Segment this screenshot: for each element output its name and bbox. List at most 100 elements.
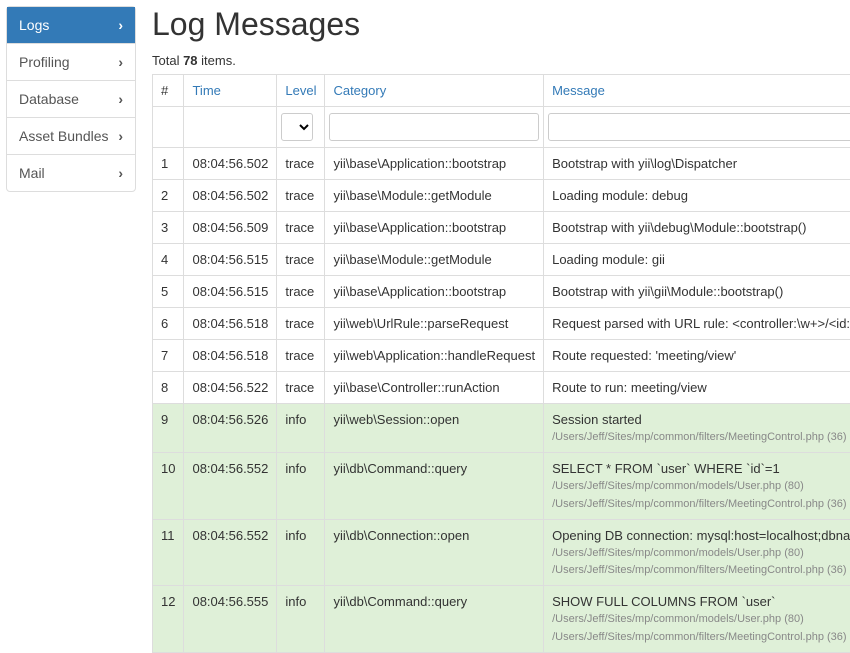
message-text: Bootstrap with yii\log\Dispatcher <box>552 156 850 171</box>
table-row: 1108:04:56.552infoyii\db\Connection::ope… <box>153 519 850 586</box>
cell-message: Loading module: gii <box>544 244 850 276</box>
cell-index: 1 <box>153 148 184 180</box>
message-text: Route to run: meeting/view <box>552 380 850 395</box>
filter-index-cell <box>153 107 184 148</box>
cell-category: yii\db\Command::query <box>325 453 544 520</box>
message-text: SHOW FULL COLUMNS FROM `user` <box>552 594 850 609</box>
chevron-right-icon: › <box>118 54 123 70</box>
cell-index: 3 <box>153 212 184 244</box>
table-row: 908:04:56.526infoyii\web\Session::openSe… <box>153 404 850 453</box>
filter-message-input[interactable] <box>548 113 850 141</box>
cell-message: SELECT * FROM `user` WHERE `id`=1/Users/… <box>544 453 850 520</box>
chevron-right-icon: › <box>118 128 123 144</box>
table-row: 308:04:56.509traceyii\base\Application::… <box>153 212 850 244</box>
cell-level: trace <box>277 340 325 372</box>
cell-message: Bootstrap with yii\log\Dispatcher <box>544 148 850 180</box>
cell-level: trace <box>277 212 325 244</box>
cell-message: SHOW FULL COLUMNS FROM `user` /Users/Jeff… <box>544 586 850 653</box>
cell-level: info <box>277 586 325 653</box>
table-row: 1008:04:56.552infoyii\db\Command::queryS… <box>153 453 850 520</box>
message-text: Loading module: gii <box>552 252 850 267</box>
cell-time: 08:04:56.502 <box>184 180 277 212</box>
message-text: Request parsed with URL rule: <controlle… <box>552 316 850 331</box>
page-title: Log Messages <box>152 6 850 43</box>
sidebar-item-label: Logs <box>19 17 49 33</box>
message-trace-line: /Users/Jeff/Sites/mp/common/models/User.… <box>552 479 850 493</box>
cell-time: 08:04:56.555 <box>184 586 277 653</box>
message-trace-line: /Users/Jeff/Sites/mp/common/models/User.… <box>552 612 850 626</box>
filter-time-cell <box>184 107 277 148</box>
cell-index: 4 <box>153 244 184 276</box>
total-count: 78 <box>183 53 197 68</box>
sidebar-item-logs[interactable]: Logs› <box>7 7 135 44</box>
cell-category: yii\base\Application::bootstrap <box>325 276 544 308</box>
chevron-right-icon: › <box>118 165 123 181</box>
message-text: Bootstrap with yii\debug\Module::bootstr… <box>552 220 850 235</box>
filter-category-input[interactable] <box>329 113 539 141</box>
filter-row <box>153 107 850 148</box>
cell-time: 08:04:56.502 <box>184 148 277 180</box>
cell-time: 08:04:56.518 <box>184 340 277 372</box>
table-row: 708:04:56.518traceyii\web\Application::h… <box>153 340 850 372</box>
col-header-message[interactable]: Message <box>544 75 850 107</box>
log-table-body: 108:04:56.502traceyii\base\Application::… <box>153 148 850 653</box>
table-row: 508:04:56.515traceyii\base\Application::… <box>153 276 850 308</box>
total-prefix: Total <box>152 53 183 68</box>
col-header-time[interactable]: Time <box>184 75 277 107</box>
table-row: 608:04:56.518traceyii\web\UrlRule::parse… <box>153 308 850 340</box>
message-trace-line: /Users/Jeff/Sites/mp/common/filters/Meet… <box>552 563 850 577</box>
message-trace-line: /Users/Jeff/Sites/mp/common/filters/Meet… <box>552 630 850 644</box>
sidebar-item-profiling[interactable]: Profiling › <box>7 44 135 81</box>
message-text: Route requested: 'meeting/view' <box>552 348 850 363</box>
cell-time: 08:04:56.552 <box>184 453 277 520</box>
message-text: Opening DB connection: mysql:host=localh… <box>552 528 850 543</box>
cell-message: Bootstrap with yii\debug\Module::bootstr… <box>544 212 850 244</box>
table-row: 108:04:56.502traceyii\base\Application::… <box>153 148 850 180</box>
cell-message: Bootstrap with yii\gii\Module::bootstrap… <box>544 276 850 308</box>
col-header-index: # <box>153 75 184 107</box>
cell-time: 08:04:56.509 <box>184 212 277 244</box>
cell-category: yii\base\Controller::runAction <box>325 372 544 404</box>
cell-index: 10 <box>153 453 184 520</box>
filter-level-cell <box>277 107 325 148</box>
table-row: 808:04:56.522traceyii\base\Controller::r… <box>153 372 850 404</box>
table-row: 1208:04:56.555infoyii\db\Command::queryS… <box>153 586 850 653</box>
cell-time: 08:04:56.515 <box>184 276 277 308</box>
sidebar-item-label: Profiling <box>19 54 70 70</box>
cell-category: yii\db\Command::query <box>325 586 544 653</box>
col-header-level[interactable]: Level <box>277 75 325 107</box>
cell-level: info <box>277 404 325 453</box>
col-header-category[interactable]: Category <box>325 75 544 107</box>
filter-level-select[interactable] <box>281 113 313 141</box>
cell-index: 2 <box>153 180 184 212</box>
table-header-row: # Time Level Category Message <box>153 75 850 107</box>
cell-category: yii\base\Application::bootstrap <box>325 212 544 244</box>
cell-category: yii\base\Application::bootstrap <box>325 148 544 180</box>
message-trace-line: /Users/Jeff/Sites/mp/common/filters/Meet… <box>552 430 850 444</box>
cell-message: Route requested: 'meeting/view' <box>544 340 850 372</box>
message-text: SELECT * FROM `user` WHERE `id`=1 <box>552 461 850 476</box>
filter-category-cell <box>325 107 544 148</box>
sidebar-item-asset-bundles[interactable]: Asset Bundles› <box>7 118 135 155</box>
cell-category: yii\web\Application::handleRequest <box>325 340 544 372</box>
cell-message: Opening DB connection: mysql:host=localh… <box>544 519 850 586</box>
sidebar: Logs›Profiling›Database›Asset Bundles›Ma… <box>6 6 136 192</box>
cell-time: 08:04:56.526 <box>184 404 277 453</box>
cell-category: yii\base\Module::getModule <box>325 244 544 276</box>
chevron-right-icon: › <box>118 91 123 107</box>
sidebar-item-mail[interactable]: Mail › <box>7 155 135 191</box>
sidebar-item-database[interactable]: Database › <box>7 81 135 118</box>
sidebar-item-label: Database <box>19 91 79 107</box>
cell-index: 7 <box>153 340 184 372</box>
cell-level: trace <box>277 244 325 276</box>
cell-message: Session started/Users/Jeff/Sites/mp/comm… <box>544 404 850 453</box>
message-trace-line: /Users/Jeff/Sites/mp/common/models/User.… <box>552 546 850 560</box>
sidebar-item-label: Mail <box>19 165 45 181</box>
cell-level: trace <box>277 276 325 308</box>
cell-index: 8 <box>153 372 184 404</box>
cell-level: trace <box>277 372 325 404</box>
cell-time: 08:04:56.552 <box>184 519 277 586</box>
cell-category: yii\db\Connection::open <box>325 519 544 586</box>
cell-category: yii\web\UrlRule::parseRequest <box>325 308 544 340</box>
table-row: 408:04:56.515traceyii\base\Module::getMo… <box>153 244 850 276</box>
